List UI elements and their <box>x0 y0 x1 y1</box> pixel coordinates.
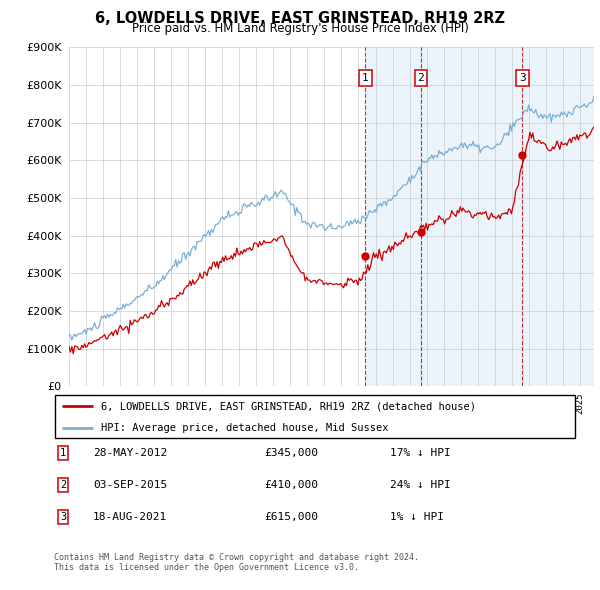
FancyBboxPatch shape <box>55 395 575 438</box>
Text: 1: 1 <box>362 73 369 83</box>
Bar <box>523 47 594 386</box>
Text: 17% ↓ HPI: 17% ↓ HPI <box>390 448 451 458</box>
Text: Price paid vs. HM Land Registry's House Price Index (HPI): Price paid vs. HM Land Registry's House … <box>131 22 469 35</box>
Text: 6, LOWDELLS DRIVE, EAST GRINSTEAD, RH19 2RZ: 6, LOWDELLS DRIVE, EAST GRINSTEAD, RH19 … <box>95 11 505 25</box>
Text: 2: 2 <box>418 73 424 83</box>
Text: 18-AUG-2021: 18-AUG-2021 <box>93 512 167 522</box>
Text: HPI: Average price, detached house, Mid Sussex: HPI: Average price, detached house, Mid … <box>101 423 388 433</box>
Text: 6, LOWDELLS DRIVE, EAST GRINSTEAD, RH19 2RZ (detached house): 6, LOWDELLS DRIVE, EAST GRINSTEAD, RH19 … <box>101 401 476 411</box>
Text: £345,000: £345,000 <box>264 448 318 458</box>
Bar <box>421 47 523 386</box>
Text: £615,000: £615,000 <box>264 512 318 522</box>
Text: 03-SEP-2015: 03-SEP-2015 <box>93 480 167 490</box>
Text: 1: 1 <box>60 448 66 458</box>
Text: 24% ↓ HPI: 24% ↓ HPI <box>390 480 451 490</box>
Text: This data is licensed under the Open Government Licence v3.0.: This data is licensed under the Open Gov… <box>54 563 359 572</box>
Text: 3: 3 <box>60 512 66 522</box>
Text: 1% ↓ HPI: 1% ↓ HPI <box>390 512 444 522</box>
Text: 3: 3 <box>519 73 526 83</box>
Text: Contains HM Land Registry data © Crown copyright and database right 2024.: Contains HM Land Registry data © Crown c… <box>54 553 419 562</box>
Text: 28-MAY-2012: 28-MAY-2012 <box>93 448 167 458</box>
Bar <box>365 47 421 386</box>
Text: £410,000: £410,000 <box>264 480 318 490</box>
Text: 2: 2 <box>60 480 66 490</box>
